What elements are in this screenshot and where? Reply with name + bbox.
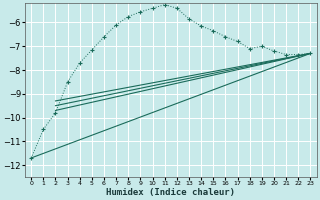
X-axis label: Humidex (Indice chaleur): Humidex (Indice chaleur): [106, 188, 235, 197]
